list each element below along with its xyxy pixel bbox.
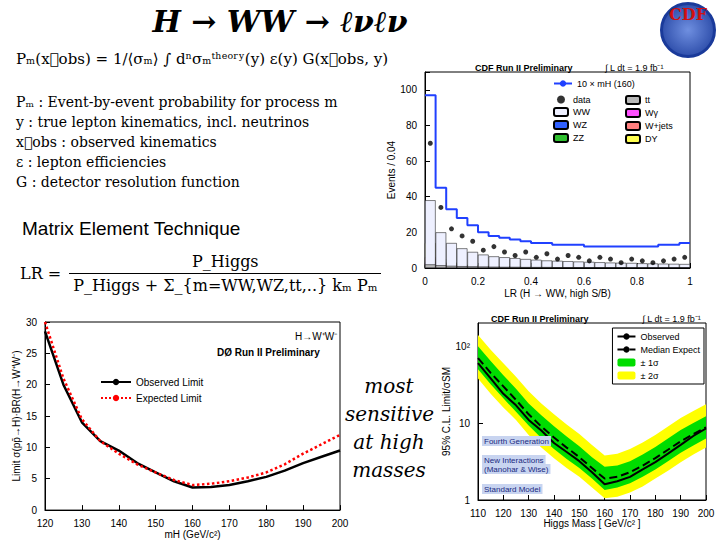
svg-text:CDF Run II Preliminary: CDF Run II Preliminary <box>475 63 573 73</box>
svg-text:CDF Run II Preliminary: CDF Run II Preliminary <box>491 314 589 324</box>
svg-text:25: 25 <box>26 348 38 359</box>
html-text:G : detector resolution functi: G : detector resolution function <box>16 174 240 190</box>
svg-text:110: 110 <box>470 508 486 519</box>
svg-text:190: 190 <box>672 508 689 519</box>
svg-text:140: 140 <box>110 518 127 529</box>
html-text:most sensitive at high masses: most sensitive at high masses <box>345 374 435 482</box>
svg-text:tt: tt <box>645 95 651 105</box>
svg-text:0.4: 0.4 <box>524 276 538 287</box>
svg-text:LR (H → WW, high S/B): LR (H → WW, high S/B) <box>504 288 611 299</box>
svg-text:0.6: 0.6 <box>577 276 591 287</box>
svg-text:130: 130 <box>74 518 91 529</box>
svg-text:0: 0 <box>422 276 428 287</box>
html-text:P_Higgs: P_Higgs <box>192 252 259 271</box>
svg-text:Standard Model: Standard Model <box>484 485 541 494</box>
html-text:ε : lepton efficiencies: ε : lepton efficiencies <box>16 154 167 170</box>
svg-text:ZZ: ZZ <box>573 133 584 143</box>
svg-text:0: 0 <box>411 263 417 274</box>
svg-text:0.2: 0.2 <box>471 276 485 287</box>
html-text:P_Higgs + Σ_{m=WW,WZ,tt,..} kₘ: P_Higgs + Σ_{m=WW,WZ,tt,..} kₘ Pₘ <box>73 276 378 295</box>
svg-text:(Manohar & Wise): (Manohar & Wise) <box>484 465 549 474</box>
html-text:CDF: CDF <box>669 5 707 24</box>
svg-text:130: 130 <box>520 508 537 519</box>
html-text:x⃗obs : observed kinematics: x⃗obs : observed kinematics <box>16 134 217 150</box>
html-text:Matrix Element Technique: Matrix Element Technique <box>22 218 241 239</box>
svg-text:1: 1 <box>464 495 470 506</box>
svg-text:120: 120 <box>37 518 54 529</box>
svg-text:160: 160 <box>596 508 613 519</box>
svg-text:20: 20 <box>406 227 418 238</box>
svg-text:95% C.L. Limit/σSM: 95% C.L. Limit/σSM <box>441 367 452 456</box>
svg-text:Limit σ(pp̄→H)·BR(H→W⁺W⁻): Limit σ(pp̄→H)·BR(H→W⁺W⁻) <box>11 351 22 482</box>
svg-text:WZ: WZ <box>573 120 587 130</box>
svg-text:Observed Limit: Observed Limit <box>136 377 203 388</box>
svg-text:WW: WW <box>573 107 590 117</box>
svg-text:10: 10 <box>26 442 38 453</box>
svg-text:Expected Limit: Expected Limit <box>136 393 202 404</box>
svg-text:120: 120 <box>495 508 512 519</box>
svg-text:Fourth Generation: Fourth Generation <box>484 437 549 446</box>
svg-text:60: 60 <box>406 156 418 167</box>
svg-text:± 2σ: ± 2σ <box>640 371 658 381</box>
svg-text:W+jets: W+jets <box>645 121 673 131</box>
svg-text:10²: 10² <box>456 341 471 352</box>
svg-text:30: 30 <box>26 317 38 328</box>
svg-text:Median Expect: Median Expect <box>640 345 700 355</box>
svg-text:150: 150 <box>147 518 164 529</box>
svg-text:15: 15 <box>26 411 38 422</box>
svg-text:160: 160 <box>184 518 201 529</box>
svg-text:150: 150 <box>571 508 588 519</box>
svg-text:data: data <box>573 95 591 105</box>
svg-text:40: 40 <box>406 191 418 202</box>
svg-text:Observed: Observed <box>640 332 679 342</box>
html-text:y : true lepton kinematics, in: y : true lepton kinematics, incl. neutri… <box>16 114 310 130</box>
svg-text:∫ L dt = 1.9 fb⁻¹: ∫ L dt = 1.9 fb⁻¹ <box>641 314 700 324</box>
svg-text:Higgs Mass [ GeV/c² ]: Higgs Mass [ GeV/c² ] <box>543 518 640 529</box>
svg-text:200: 200 <box>698 508 715 519</box>
svg-text:180: 180 <box>258 518 275 529</box>
svg-text:∫ L dt = 1.9 fb⁻¹: ∫ L dt = 1.9 fb⁻¹ <box>604 63 663 73</box>
svg-text:Wγ: Wγ <box>645 108 658 118</box>
svg-text:New Interactions: New Interactions <box>484 456 544 465</box>
svg-text:DY: DY <box>645 134 658 144</box>
svg-text:H→W⁺W⁻: H→W⁺W⁻ <box>295 331 338 342</box>
svg-text:180: 180 <box>647 508 664 519</box>
svg-text:140: 140 <box>546 508 563 519</box>
svg-text:1: 1 <box>687 276 693 287</box>
svg-text:0: 0 <box>31 505 37 516</box>
svg-text:20: 20 <box>26 379 38 390</box>
svg-text:200: 200 <box>332 518 349 529</box>
svg-text:100: 100 <box>400 84 417 95</box>
html-text:Pₘ(x⃗obs) = 1/⟨σₘ⟩ ∫ dⁿσₘᵗʰᵉᵒʳ: Pₘ(x⃗obs) = 1/⟨σₘ⟩ ∫ dⁿσₘᵗʰᵉᵒʳʸ(y) ε(y) … <box>16 50 388 68</box>
svg-text:DØ Run II Preliminary: DØ Run II Preliminary <box>217 347 320 358</box>
svg-text:10: 10 <box>459 418 471 429</box>
svg-text:5: 5 <box>31 473 37 484</box>
svg-text:170: 170 <box>221 518 238 529</box>
html-text:LR =: LR = <box>20 264 62 283</box>
svg-text:± 1σ: ± 1σ <box>640 358 658 368</box>
svg-text:mH (GeV/c²): mH (GeV/c²) <box>164 529 220 540</box>
svg-text:0.8: 0.8 <box>630 276 644 287</box>
svg-text:170: 170 <box>622 508 639 519</box>
html-text:H → WW → ℓνℓν: H → WW → ℓνℓν <box>152 4 408 39</box>
svg-text:Events / 0.04: Events / 0.04 <box>386 140 397 199</box>
svg-text:10 × mH (160): 10 × mH (160) <box>577 79 635 89</box>
svg-text:80: 80 <box>406 120 418 131</box>
svg-text:190: 190 <box>295 518 312 529</box>
html-text:Pₘ : Event-by-event probabilit: Pₘ : Event-by-event probability for proc… <box>16 94 338 110</box>
